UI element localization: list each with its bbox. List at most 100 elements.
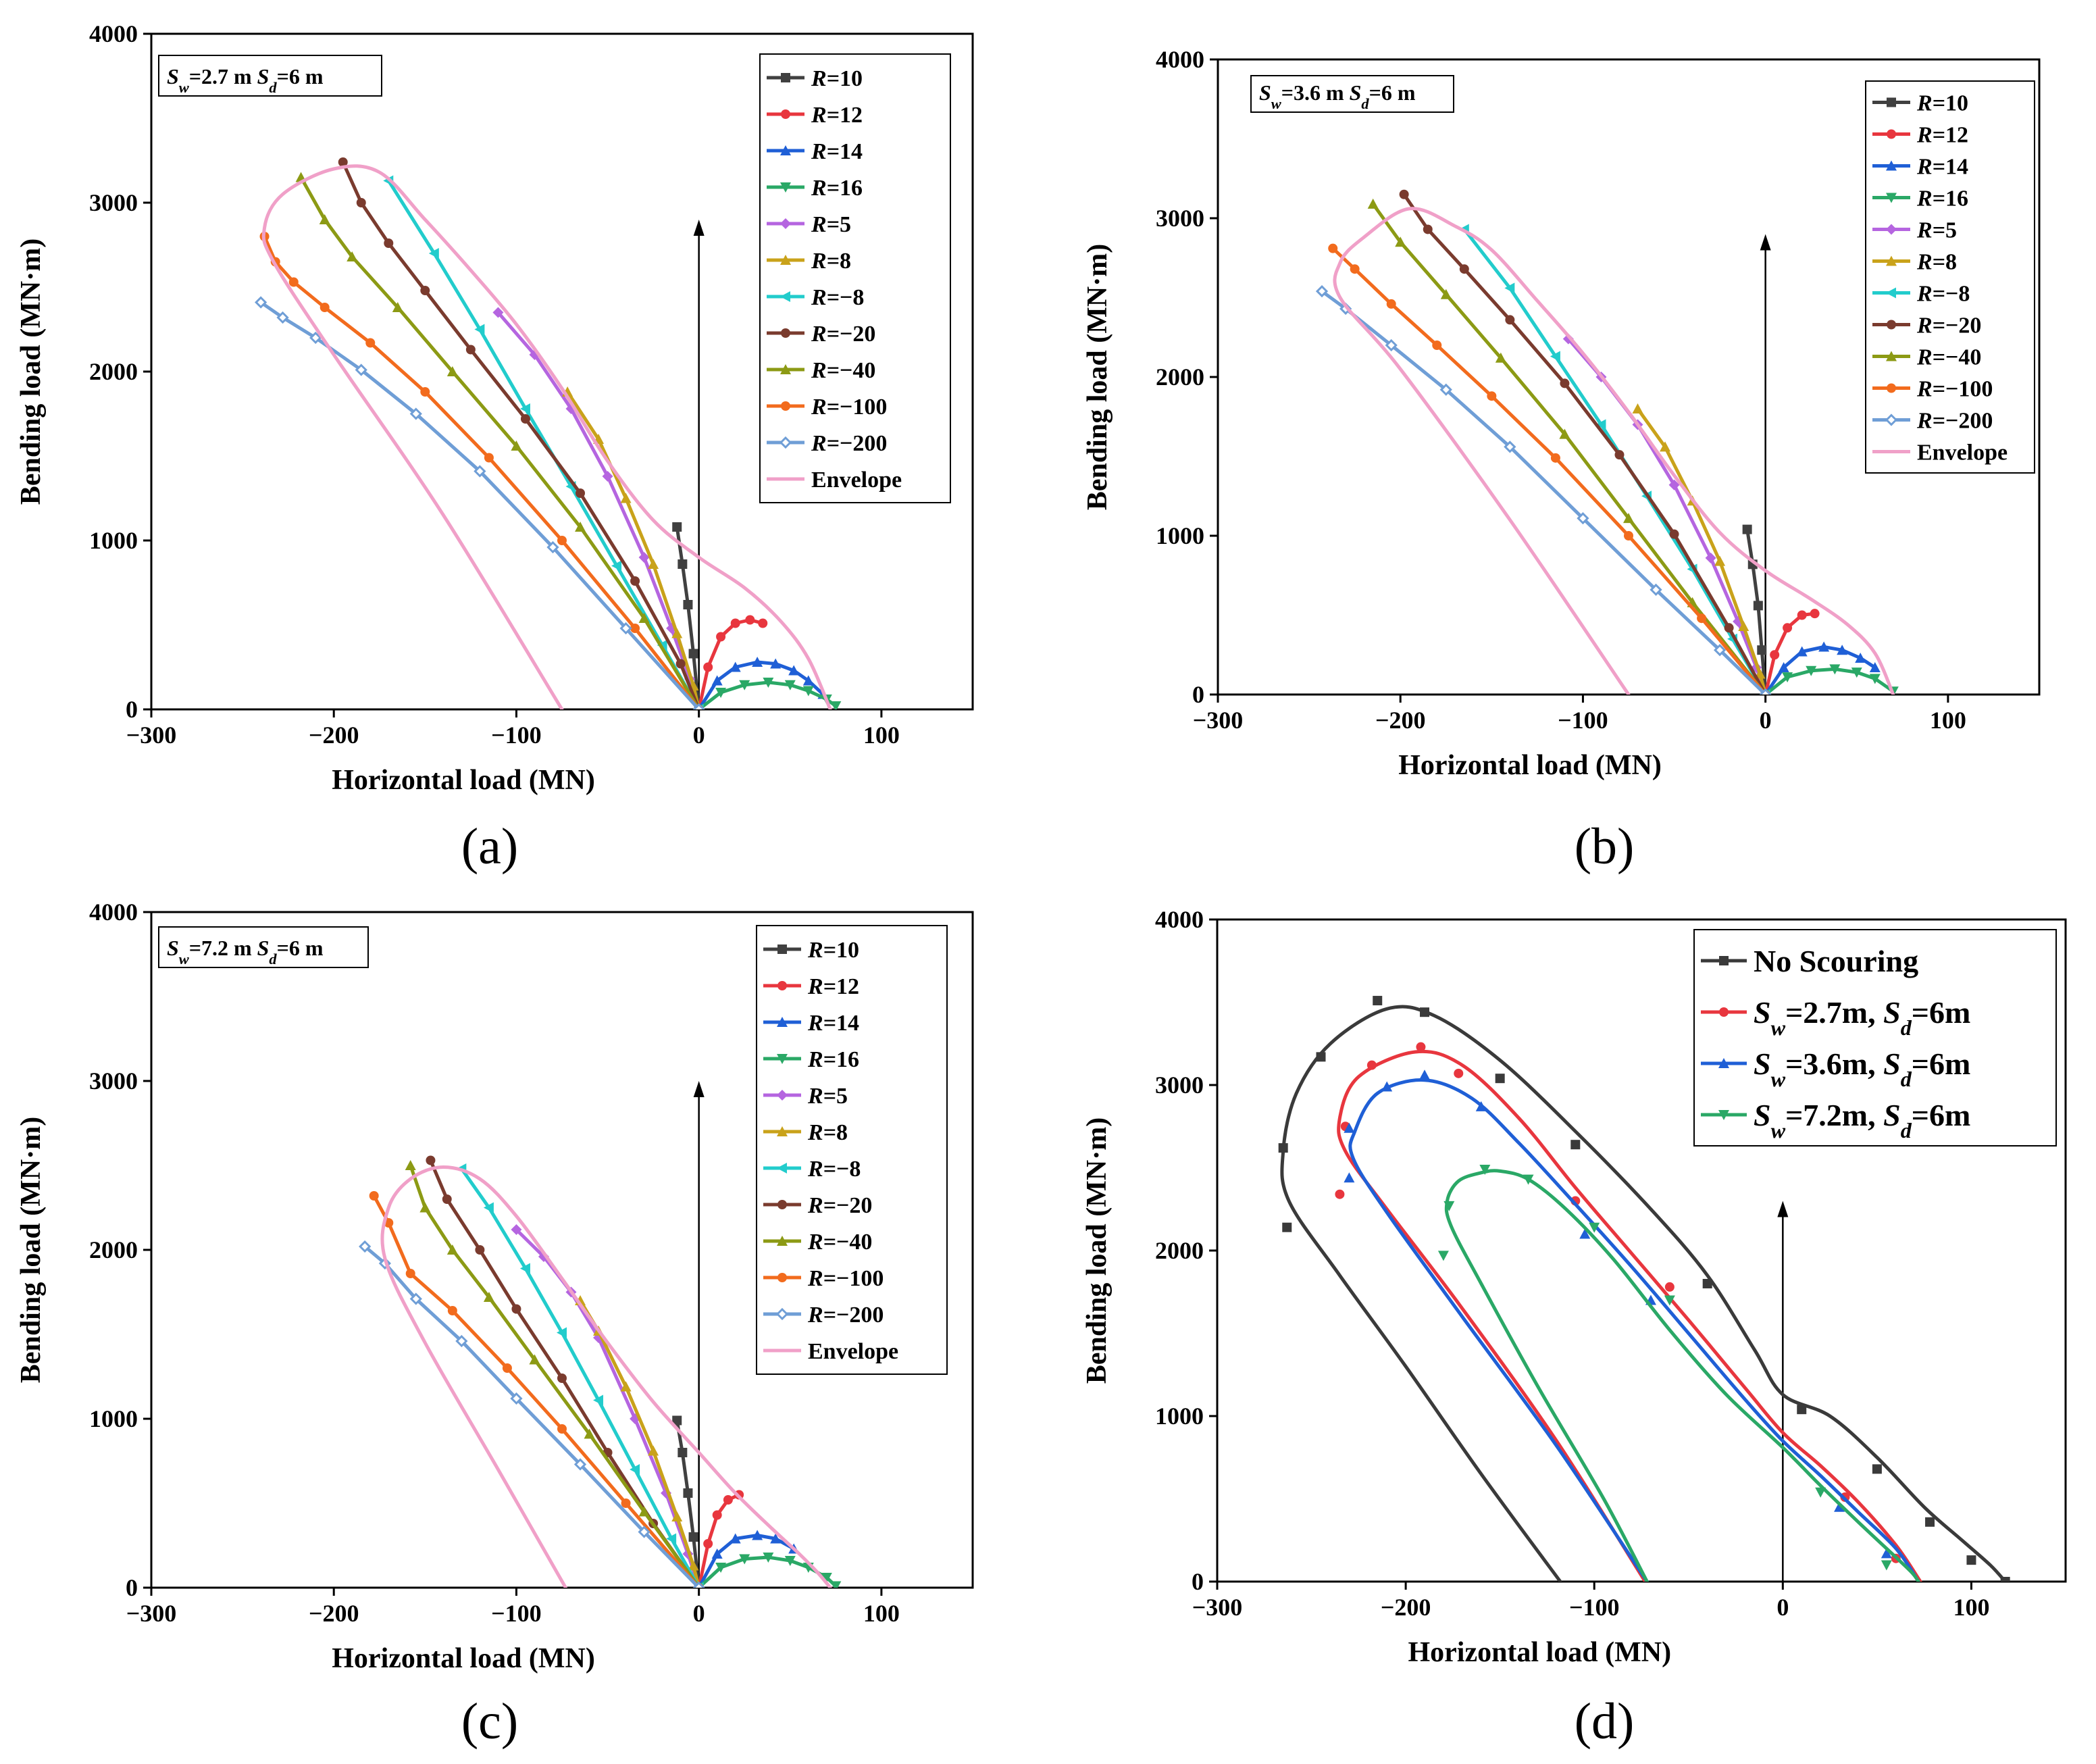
chart-b-legend-marker-7 [1887, 320, 1896, 330]
chart-c-legend-marker-0 [777, 944, 787, 954]
chart-b-legend-label-0: R=10 [1916, 91, 1968, 116]
chart-b-legend-label-4-part-0: R [1916, 218, 1933, 243]
chart-c-legend-label-9: R=−100 [807, 1266, 884, 1291]
chart-a-legend-label-7-part-1: =−20 [827, 322, 876, 347]
chart-a-legend-label-0: R=10 [811, 66, 863, 91]
chart-d-legend-box [1693, 929, 2057, 1146]
chart-a-series-r-100-point-4 [365, 338, 376, 348]
chart-c-legend-label-10-part-1: =−200 [823, 1303, 884, 1328]
chart-c-series-r-20-point-0 [426, 1155, 436, 1165]
chart-b-annotation-text-part-1: w [1271, 95, 1282, 112]
chart-d-series-no-scouring-marker-4 [1420, 1007, 1430, 1017]
chart-a-legend-marker-9 [781, 401, 790, 411]
chart-c-legend-label-6-part-0: R [807, 1157, 823, 1182]
chart-a-legend-label-9-part-0: R [811, 395, 827, 420]
chart-b-series-r-200-point-6 [1650, 583, 1662, 597]
chart-b-ylabel: Bending load (MN·m) [1082, 244, 1113, 510]
chart-c-series-r-12-point-2 [712, 1510, 722, 1520]
chart-b-series-r-100-point-2 [1386, 299, 1396, 309]
chart-a-series-r-40-point-3 [392, 302, 403, 312]
chart-a-legend-marker-5 [780, 255, 791, 265]
chart-b-annotation-text-part-0: S [1259, 80, 1271, 105]
chart-d-series-sw-3-6m-sd-6m-marker-1 [1344, 1122, 1355, 1133]
chart-d-legend-label-0: No Scouring [1754, 944, 1918, 978]
chart-c-ytick-label-2: 2000 [89, 1236, 138, 1263]
chart-d-legend-label-1-part-2: =2.7m, [1785, 995, 1883, 1030]
chart-b-legend-label-3: R=16 [1916, 186, 1968, 211]
chart-b-series-r-12-point-3 [1797, 610, 1807, 620]
chart-b-xlabel: Horizontal load (MN) [1398, 750, 1662, 781]
chart-a-series-r-8-point-2 [620, 493, 632, 503]
chart-c-legend-label-4-part-0: R [807, 1084, 823, 1109]
chart-d-series-no-scouring-marker-10 [1925, 1517, 1935, 1527]
chart-c-series-r-8-point-5 [688, 1560, 699, 1571]
chart-b-xtick-label-3: 0 [1760, 707, 1772, 734]
chart-d-series-sw-2-7m-sd-6m-marker-0 [1335, 1189, 1345, 1199]
chart-a-ytick-label-0: 0 [126, 696, 138, 723]
chart-d-series-no-scouring-marker-2 [1316, 1052, 1326, 1062]
chart-a-series-r-20-line [341, 160, 701, 709]
chart-b-legend-label-2-part-0: R [1916, 155, 1933, 180]
chart-a-legend-label-9-part-1: =−100 [827, 395, 888, 420]
chart-c-series-r-40-point-1 [419, 1202, 431, 1213]
chart-d-legend-label-1-part-3: S [1883, 995, 1901, 1030]
chart-d-series-sw-7-2m-sd-6m-marker-6 [1815, 1487, 1826, 1498]
chart-d-series-no-scouring-marker-0 [1278, 1143, 1288, 1153]
chart-b-series-r-40-point-3 [1495, 352, 1506, 363]
chart-d-legend-label-2-part-2: =3.6m, [1785, 1047, 1883, 1081]
chart-b-xtick-label-1: −200 [1375, 707, 1426, 734]
chart-a-series-r-8-point-3 [519, 403, 530, 414]
chart-a-legend-marker-4 [780, 218, 791, 229]
chart-c-series-r-100-point-6 [621, 1498, 631, 1508]
chart-a-legend-label-1-part-1: =12 [827, 103, 863, 128]
chart-b-series-r-14-point-1 [1778, 662, 1789, 673]
chart-c-annotation-text-part-0: S [167, 936, 179, 960]
chart-d-xtick-label-4: 100 [1953, 1594, 1989, 1621]
chart-a-annotation-text-part-0: S [167, 64, 179, 89]
chart-a-series-r-14-point-2 [730, 661, 741, 672]
chart-d-ytick-label-4: 4000 [1155, 906, 1204, 933]
panel-a: −300 −200 −100 0 100 0 1000 2000 3000 4000 Horizon… [0, 0, 1047, 885]
chart-a-legend-label-2: R=14 [811, 139, 863, 164]
chart-d-legend-label-2: Sw=3.6m, Sd=6m [1754, 1047, 1970, 1091]
chart-d-series-no-scouring-marker-6 [1570, 1140, 1581, 1150]
chart-b-series-r-16-point-2 [1806, 665, 1817, 676]
chart-c-xlabel: Horizontal load (MN) [332, 1643, 595, 1674]
chart-d-xlabel: Horizontal load (MN) [1408, 1637, 1671, 1668]
chart-d-series-no-scouring-marker-1 [1282, 1222, 1292, 1232]
chart-c-series-r-100-line [372, 1194, 701, 1588]
chart-d-series-no-scouring-line [1280, 1005, 2008, 1582]
chart-a-series-r-10-point-3 [688, 649, 698, 659]
chart-a-series-r-40-point-1 [319, 214, 330, 224]
chart-b-series-r-20-point-2 [1459, 264, 1469, 274]
chart-b-series-r-12-point-1 [1770, 650, 1780, 660]
chart-d-legend-label-1-part-0: S [1754, 995, 1771, 1030]
chart-c-legend-marker-3 [777, 1054, 788, 1064]
chart-a-series-r-5-line [496, 311, 701, 709]
chart-a-legend-label-10-part-1: =−200 [827, 431, 888, 456]
chart-b-annotation-box [1250, 75, 1454, 113]
chart-b-legend-label-5-part-0: R [1916, 250, 1933, 275]
chart-c-legend-label-0-part-0: R [807, 938, 823, 963]
chart-b-series-r-14-point-4 [1837, 645, 1848, 655]
chart-c-series-r-40-point-4 [529, 1354, 540, 1365]
chart-b-legend-box [1865, 80, 2035, 474]
chart-a-legend-label-6: R=−8 [811, 285, 864, 310]
chart-d-series-sw-3-6m-sd-6m-marker-7 [1834, 1501, 1845, 1512]
chart-b-legend-label-0-part-0: R [1916, 91, 1933, 116]
chart-a-series-r-100-point-8 [630, 624, 640, 633]
chart-a-series-r-20-point-6 [576, 488, 586, 498]
chart-b-series-r-5-point-4 [1705, 552, 1716, 563]
chart-b-series-r-200-point-4 [1504, 440, 1516, 453]
chart-c-legend-label-2-part-0: R [807, 1011, 823, 1036]
chart-c-series-r-12-point-1 [703, 1539, 713, 1548]
chart-a-legend-label-1-part-0: R [811, 103, 827, 128]
chart-a-series-r-16-point-7 [830, 701, 842, 709]
chart-a-series-r-200-point-5 [474, 465, 486, 478]
chart-d-series-sw-2-7m-sd-6m-line [1337, 1049, 1922, 1582]
chart-d-xtick-label-0: −300 [1192, 1594, 1243, 1621]
chart-c-legend-label-1-part-0: R [807, 974, 823, 999]
chart-b-legend-label-6-part-1: =−8 [1933, 282, 1970, 307]
chart-a-series-r-200-point-0 [255, 296, 267, 309]
chart-c-legend-label-5-part-1: =8 [823, 1120, 848, 1145]
